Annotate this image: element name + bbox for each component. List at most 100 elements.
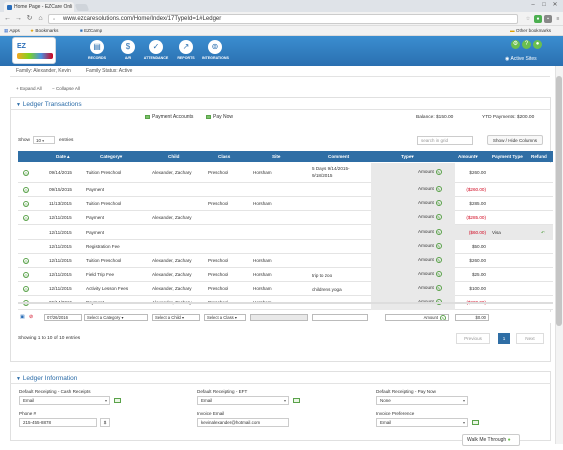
minimize-icon[interactable]: –	[531, 2, 535, 8]
table-row[interactable]: ◎ 12/11/2015 Field Trip Fee Alexander, Zach…	[18, 268, 553, 282]
category-select[interactable]: Select a Category ▾	[84, 314, 148, 321]
type-cell[interactable]: Amount✎	[418, 186, 442, 192]
type-cell[interactable]: Amount✎	[418, 169, 442, 175]
nav-reports[interactable]: ↗ REPORTS	[173, 40, 199, 64]
column-header[interactable]: Comment	[328, 151, 349, 162]
edit-icon[interactable]: ✎	[435, 214, 442, 220]
ledger-transactions-header[interactable]: ▼ Ledger Transactions	[16, 101, 82, 108]
expand-all-link[interactable]: + Expand All	[16, 86, 42, 91]
date-input[interactable]: 07/26/2016	[44, 314, 82, 321]
column-header[interactable]: Category▾	[100, 154, 123, 159]
ezcare-logo[interactable]: EZ	[12, 37, 56, 64]
type-cell[interactable]: Amount✎	[418, 257, 442, 263]
nav-attendance[interactable]: ✓ ATTENDANCE	[143, 40, 169, 64]
column-header[interactable]: Class	[218, 151, 230, 162]
pay-now-receipt-select[interactable]: None ▾	[376, 396, 468, 405]
close-icon[interactable]: ✕	[552, 2, 558, 8]
other-bookmarks[interactable]: ▬ Other bookmarks	[510, 26, 551, 36]
edit-icon[interactable]: ✎	[440, 315, 446, 321]
table-hscrollbar[interactable]	[18, 302, 553, 304]
child-select[interactable]: Select a Child ▾	[152, 314, 200, 321]
nav-records[interactable]: ▤ RECORDS	[84, 40, 110, 64]
cash-receipts-select[interactable]: Email ▾	[19, 396, 110, 405]
type-cell[interactable]: Amount✎	[418, 285, 442, 291]
bookmark-apps[interactable]: ▦ Apps	[4, 26, 20, 36]
next-page-button[interactable]: Next	[516, 333, 544, 344]
table-row[interactable]: 12/11/2015 Registration Fee Amount ✎ $50.00	[18, 240, 553, 254]
save-icon[interactable]: ▣	[20, 314, 25, 320]
refund-icon[interactable]: ↶	[541, 230, 545, 235]
edit-icon[interactable]: ✎	[435, 285, 442, 291]
row-detail-icon[interactable]: ◎	[23, 187, 29, 193]
row-detail-icon[interactable]: ◎	[23, 215, 29, 221]
pay-now-link[interactable]: Pay Now	[206, 114, 233, 120]
gear-icon[interactable]: ⚙	[511, 40, 520, 49]
active-sites[interactable]: ◉ Active Sites	[505, 56, 537, 62]
url-input[interactable]: ▫ www.ezcaresolutions.com/Home/Index/17Ty…	[48, 14, 518, 24]
nav-integrations[interactable]: ⊚ INTEGRATIONS	[202, 40, 229, 64]
edit-icon[interactable]: ✎	[435, 200, 442, 206]
scrollbar-thumb[interactable]	[556, 76, 562, 326]
nav-ar[interactable]: $ A/R	[115, 40, 141, 64]
edit-icon[interactable]: ✎	[435, 271, 442, 277]
collapse-all-link[interactable]: − Collapse All	[52, 86, 80, 91]
extension-icon[interactable]: ●	[534, 15, 542, 23]
table-row[interactable]: ◎ 11/13/2015 Tuition Preschool Preschool Hor…	[18, 197, 553, 211]
phone-input[interactable]: 215-455-8878	[19, 418, 97, 427]
column-header[interactable]: Child	[168, 151, 179, 162]
extension-icon-2[interactable]: ▪	[544, 15, 552, 23]
edit-icon[interactable]: ✎	[435, 243, 442, 249]
column-header[interactable]: Amount▾	[458, 154, 478, 159]
walk-me-through-button[interactable]: Walk Me Through ●	[462, 434, 520, 446]
row-detail-icon[interactable]: ◎	[23, 170, 29, 176]
eft-select[interactable]: Email ▾	[197, 396, 289, 405]
table-row[interactable]: ◎ 09/15/2015 Payment Amount ✎ ($260.00)	[18, 183, 553, 197]
payment-accounts-link[interactable]: Payment Accounts	[145, 114, 193, 120]
home-icon[interactable]: ⌂	[38, 15, 43, 22]
type-cell[interactable]: Amount✎	[418, 271, 442, 277]
bookmark-bookmarks[interactable]: ★ Bookmarks	[30, 26, 58, 36]
forward-icon[interactable]: →	[15, 15, 22, 22]
email-icon[interactable]	[472, 420, 479, 425]
help-icon[interactable]: ?	[522, 40, 531, 49]
edit-icon[interactable]: ✎	[435, 257, 442, 263]
bookmark-ezcamp[interactable]: ■ EZCamp	[80, 26, 102, 36]
row-detail-icon[interactable]: ◎	[23, 258, 29, 264]
user-icon[interactable]: ●	[533, 40, 542, 49]
invoice-preference-select[interactable]: Email ▾	[376, 418, 468, 427]
edit-icon[interactable]: ✎	[435, 169, 442, 175]
cancel-icon[interactable]: ⊘	[29, 314, 34, 320]
type-cell[interactable]: Amount✎	[418, 229, 442, 235]
row-detail-icon[interactable]: ◎	[23, 201, 29, 207]
table-row[interactable]: 12/11/2015 Payment Amount ✎ ($60.00) Visa ↶	[18, 225, 553, 240]
show-hide-columns-button[interactable]: Show / Hide Columns	[487, 135, 543, 145]
edit-icon[interactable]: ✎	[435, 186, 442, 192]
entries-select[interactable]: 10 ▾	[33, 136, 55, 144]
table-row[interactable]: ◎ 12/11/2015 Payment Alexander, Zachary Amou…	[18, 211, 553, 225]
column-header[interactable]: Date▲	[56, 154, 71, 159]
page-1-button[interactable]: 1	[498, 333, 510, 344]
row-detail-icon[interactable]: ◎	[23, 272, 29, 278]
row-detail-icon[interactable]: ◎	[23, 286, 29, 292]
ledger-information-header[interactable]: ▼ Ledger Information	[16, 375, 77, 382]
type-cell[interactable]: Amount✎	[418, 243, 442, 249]
comment-input[interactable]	[312, 314, 368, 321]
type-cell[interactable]: Amount✎	[418, 214, 442, 220]
column-header[interactable]: Refund	[531, 151, 547, 162]
new-tab-button[interactable]	[74, 4, 90, 11]
invoice-email-input[interactable]: kevinalexander@hotmail.com	[197, 418, 289, 427]
column-header[interactable]: Payment Type	[492, 151, 523, 162]
type-select[interactable]: Amount ✎	[385, 314, 449, 321]
maximize-icon[interactable]: □	[542, 2, 546, 8]
bookmark-star-icon[interactable]: ☆	[525, 16, 531, 22]
edit-icon[interactable]: ✎	[435, 229, 442, 235]
email-icon[interactable]	[293, 398, 300, 403]
column-header[interactable]: Site	[272, 151, 280, 162]
menu-icon[interactable]: ≡	[556, 16, 560, 22]
table-row[interactable]: ◎ 12/11/2015 Tuition Preschool Alexander, Z…	[18, 254, 553, 268]
grid-search-input[interactable]: search in grid	[417, 136, 473, 145]
reload-icon[interactable]: ↻	[26, 15, 33, 22]
amount-input[interactable]: $0.00	[455, 314, 489, 321]
back-icon[interactable]: ←	[4, 15, 11, 22]
table-row[interactable]: ◎ 12/11/2015 Activity Lesson Fees Alexander…	[18, 282, 553, 296]
